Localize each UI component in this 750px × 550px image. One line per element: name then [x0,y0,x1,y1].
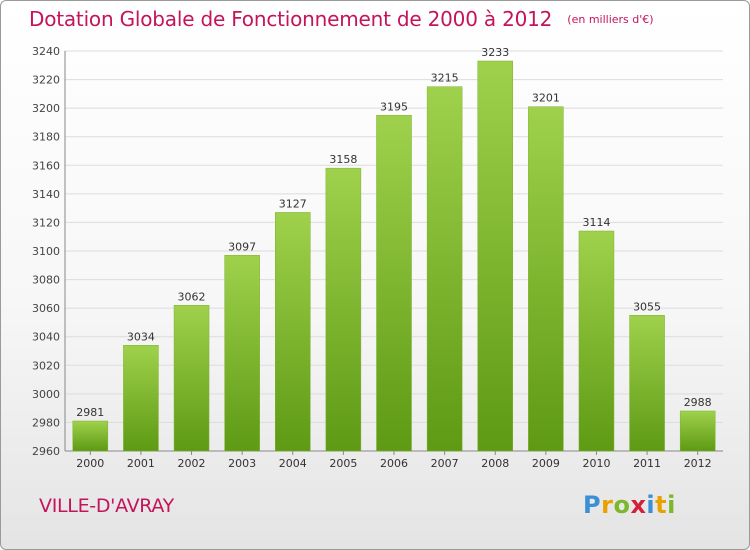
y-tick-label: 3180 [32,131,60,144]
bar [173,305,210,452]
bar [72,420,109,452]
x-tick-label: 2006 [380,457,408,470]
bar-value-label: 3233 [481,46,509,59]
x-tick-label: 2007 [431,457,459,470]
y-tick-label: 3080 [32,274,60,287]
bar-value-label: 3195 [380,100,408,113]
bar-value-label: 3215 [431,72,459,85]
bar [325,167,362,452]
x-tick-label: 2002 [178,457,206,470]
proxiti-logo: Proxiti [583,491,676,519]
bar [426,86,463,452]
y-tick-label: 2980 [32,416,60,429]
bar [679,410,716,452]
y-tick-label: 3240 [32,45,60,58]
bar-value-label: 3201 [532,92,560,105]
bar-value-label: 2988 [684,396,712,409]
commune-name: VILLE-D'AVRAY [39,495,174,517]
y-tick-label: 3160 [32,159,60,172]
bar [123,345,159,452]
bar-value-label: 2981 [76,406,104,419]
chart-subtitle: (en milliers d'€) [567,13,654,26]
x-tick-label: 2012 [684,457,712,470]
bar-value-label: 3034 [127,330,155,343]
bar [376,115,412,452]
bar-value-label: 3127 [279,197,307,210]
x-tick-label: 2000 [76,457,104,470]
bar [528,106,564,452]
bar [477,60,513,452]
chart-title: Dotation Globale de Fonctionnement de 20… [29,7,553,31]
y-tick-label: 2960 [32,445,60,458]
title-row: Dotation Globale de Fonctionnement de 20… [29,7,654,31]
x-tick-label: 2009 [532,457,560,470]
y-tick-label: 3140 [32,188,60,201]
bar-value-label: 3062 [178,290,206,303]
bar [275,212,311,452]
x-tick-label: 2011 [633,457,661,470]
y-tick-label: 3200 [32,102,60,115]
bar-value-label: 3158 [329,153,357,166]
y-tick-label: 3040 [32,331,60,344]
y-tick-label: 3120 [32,216,60,229]
y-tick-label: 3020 [32,359,60,372]
x-tick-label: 2003 [228,457,256,470]
x-tick-label: 2010 [582,457,610,470]
y-tick-label: 3060 [32,302,60,315]
x-tick-label: 2005 [329,457,357,470]
bar [578,230,615,452]
bar-value-label: 3114 [582,216,610,229]
x-tick-label: 2008 [481,457,509,470]
bar [224,255,260,452]
y-tick-label: 3100 [32,245,60,258]
bar [629,315,665,452]
bar-value-label: 3097 [228,240,256,253]
x-tick-label: 2001 [127,457,155,470]
x-tick-label: 2004 [279,457,307,470]
y-tick-label: 3220 [32,74,60,87]
bar-value-label: 3055 [633,300,661,313]
y-tick-label: 3000 [32,388,60,401]
